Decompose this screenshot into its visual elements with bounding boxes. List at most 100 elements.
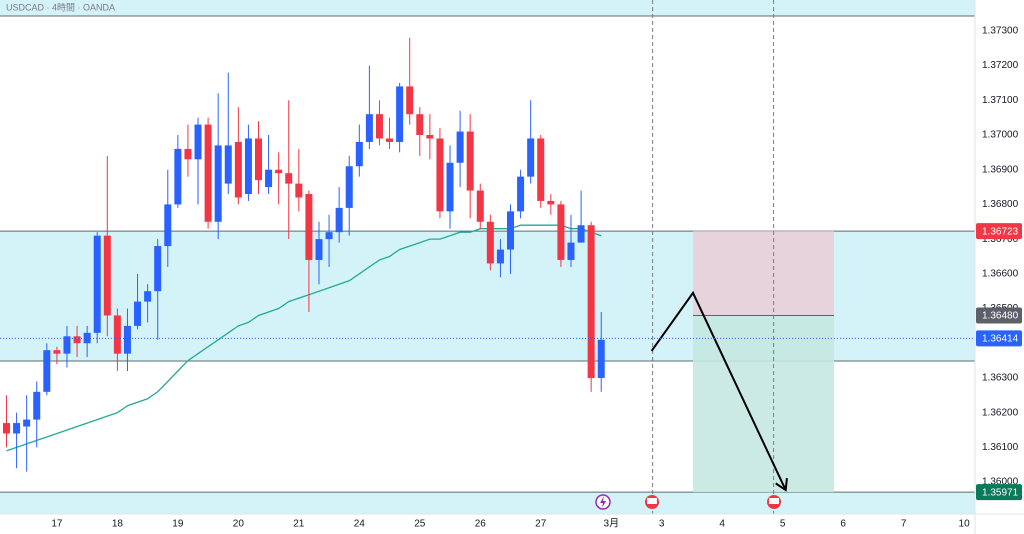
lightning: [600, 496, 606, 508]
body: [194, 124, 202, 160]
body: [496, 249, 504, 264]
stop-zone: [692, 231, 835, 316]
body: [134, 301, 142, 326]
body: [345, 166, 353, 208]
body: [577, 225, 585, 243]
body: [224, 145, 232, 184]
body: [567, 242, 575, 260]
body: [234, 141, 242, 198]
body: [43, 350, 51, 392]
body: [507, 211, 515, 250]
body: [436, 138, 444, 212]
body: [103, 235, 111, 316]
price-label-bg: [976, 223, 1022, 240]
body: [184, 148, 192, 160]
zone: [0, 492, 975, 514]
body: [527, 138, 535, 177]
zone: [0, 0, 975, 16]
body: [375, 114, 383, 139]
price-label-bg: [976, 330, 1022, 347]
projection: [650, 290, 787, 491]
body: [355, 141, 363, 167]
body: [285, 173, 293, 184]
body: [123, 325, 131, 354]
plot: [0, 0, 975, 514]
y-tick-label: 1.36200: [982, 407, 1019, 418]
body: [73, 336, 81, 344]
x-tick-label: 7: [901, 519, 907, 530]
price-label-bg: [976, 307, 1022, 324]
body: [3, 423, 11, 434]
x-tick-label: 10: [959, 519, 971, 530]
body: [244, 138, 252, 195]
price-label: 1.36414: [982, 334, 1019, 345]
body: [295, 183, 303, 198]
x-tick-label: 21: [293, 519, 305, 530]
y-tick-label: 1.36800: [982, 199, 1019, 210]
y-tick-label: 1.37300: [982, 26, 1019, 37]
price-label-bg: [976, 484, 1022, 501]
body: [547, 200, 555, 205]
x-tick-label: 5: [780, 519, 786, 530]
body: [275, 169, 283, 174]
x-tick-label: 3月: [604, 518, 620, 530]
y-tick-label: 1.36000: [982, 477, 1019, 488]
body: [265, 169, 273, 188]
x-tick-label: 24: [354, 519, 366, 530]
x-tick-label: 26: [475, 519, 487, 530]
flag: [647, 498, 657, 504]
x-tick-label: 25: [414, 519, 426, 530]
x-tick-label: 4: [719, 519, 725, 530]
body: [93, 235, 101, 333]
event-icons: [595, 494, 781, 510]
body: [406, 86, 414, 115]
x-tick-label: 17: [51, 519, 63, 530]
y-tick-label: 1.37200: [982, 60, 1019, 71]
body: [315, 239, 323, 260]
body: [214, 145, 222, 222]
body: [396, 86, 404, 142]
body: [466, 131, 474, 191]
flag: [769, 498, 779, 504]
x-tick-label: 19: [172, 519, 184, 530]
body: [456, 131, 464, 163]
body: [325, 232, 333, 240]
body: [537, 138, 545, 201]
body: [113, 315, 121, 354]
y-tick-label: 1.36700: [982, 234, 1019, 245]
moving-average: [6, 224, 602, 452]
body: [335, 207, 343, 233]
x-tick-label: 3: [659, 519, 665, 530]
y-tick-label: 1.36600: [982, 268, 1019, 279]
body: [13, 423, 21, 434]
body: [486, 221, 494, 264]
body: [164, 204, 172, 247]
target-zone: [692, 315, 835, 493]
body: [154, 246, 162, 292]
body: [426, 135, 434, 139]
body: [305, 194, 313, 260]
body: [255, 138, 263, 181]
body: [446, 162, 454, 212]
x-tick-label: 27: [535, 519, 547, 530]
body: [204, 124, 212, 222]
y-tick-label: 1.36100: [982, 442, 1019, 453]
x-tick-label: 6: [840, 519, 846, 530]
body: [33, 391, 41, 420]
body: [517, 176, 525, 212]
body: [53, 350, 61, 354]
body: [144, 291, 152, 302]
y-tick-label: 1.37000: [982, 130, 1019, 141]
body: [476, 190, 484, 222]
price-label: 1.36480: [982, 311, 1019, 322]
body: [174, 148, 182, 205]
arrow-head: [775, 478, 788, 492]
body: [557, 204, 565, 260]
y-tick-label: 1.37100: [982, 95, 1019, 106]
body: [416, 114, 424, 136]
body: [386, 138, 394, 142]
body: [23, 419, 31, 427]
body: [63, 336, 71, 354]
body: [365, 114, 373, 142]
